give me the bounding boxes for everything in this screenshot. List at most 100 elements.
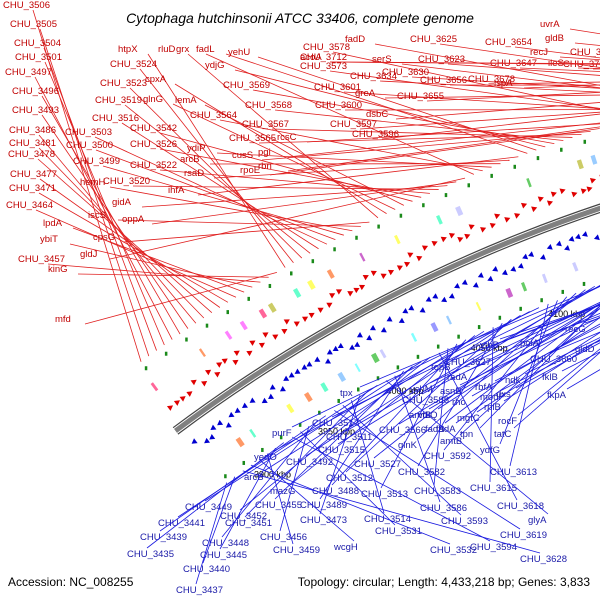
forward-gene-label: glnG	[143, 94, 163, 105]
forward-gene-label: CHU_3713	[570, 47, 600, 58]
forward-gene-arrow	[431, 240, 438, 247]
forward-leader-line	[447, 63, 600, 76]
reverse-leader-line	[499, 300, 558, 445]
reverse-gene-label: CHU_3451	[225, 518, 272, 529]
forward-gene-arrow	[380, 273, 387, 279]
reverse-leader-line	[202, 476, 236, 564]
forward-leader-line	[269, 128, 600, 176]
forward-leader-line	[395, 102, 600, 120]
forward-gene-arrow	[494, 213, 501, 220]
reverse-gene-arrow	[539, 254, 546, 260]
rna-marker	[536, 156, 540, 161]
reverse-leader-line	[499, 339, 600, 392]
reverse-gene-arrow	[332, 345, 339, 351]
rna-marker	[477, 325, 481, 330]
forward-gene-label: CHU_3524	[110, 59, 157, 70]
forward-gene-label: CHU_3496	[12, 86, 59, 97]
forward-gene-label: CHU_3565	[229, 133, 276, 144]
reverse-gene-arrow	[461, 279, 468, 285]
forward-leader-line	[497, 81, 600, 85]
cog-block	[337, 371, 347, 382]
forward-gene-label: CHU_3499	[73, 156, 120, 167]
reverse-gene-arrow	[386, 316, 393, 322]
forward-leader-line	[426, 91, 600, 102]
rna-marker	[457, 334, 460, 339]
reverse-gene-label: CHU_3512	[326, 473, 373, 484]
reverse-leader-line	[594, 340, 600, 344]
reverse-gene-label: rbfA	[475, 382, 493, 393]
reverse-leader-line	[273, 311, 530, 452]
reverse-gene-arrow	[581, 231, 588, 237]
reverse-gene-arrow	[191, 438, 198, 444]
rna-marker	[226, 310, 230, 315]
forward-leader-line	[141, 185, 448, 208]
forward-gene-label: greA	[355, 88, 376, 99]
forward-gene-arrow	[205, 369, 212, 376]
reverse-gene-arrow	[380, 327, 387, 333]
reverse-gene-arrow	[408, 304, 415, 311]
reverse-gene-arrow	[528, 251, 535, 257]
reverse-gene-arrow	[349, 344, 356, 350]
forward-gene-arrow	[232, 359, 239, 366]
forward-leader-line	[41, 95, 181, 335]
forward-gene-label: CHU_3519	[95, 95, 142, 106]
reverse-leader-line	[513, 351, 600, 429]
cog-block	[436, 214, 443, 225]
forward-gene-label: CHU_3569	[223, 80, 270, 91]
rna-marker	[498, 315, 502, 320]
forward-gene-arrow	[179, 396, 186, 402]
cog-block	[520, 281, 528, 292]
reverse-gene-label: fkpA	[547, 390, 567, 401]
rna-marker	[436, 344, 440, 349]
forward-gene-arrow	[293, 321, 300, 327]
forward-gene-label: CHU_3520	[103, 176, 150, 187]
accession-label: Accession: NC_008255	[8, 575, 134, 589]
map-title: Cytophaga hutchinsonii ATCC 33406, compl…	[126, 10, 474, 26]
forward-gene-label: ydjG	[205, 60, 225, 71]
forward-gene-arrow	[347, 291, 354, 297]
reverse-gene-arrow	[234, 407, 241, 413]
forward-gene-label: CHU_3457	[18, 254, 65, 265]
reverse-gene-arrow	[306, 361, 313, 367]
reverse-gene-label: CHU_3439	[140, 532, 187, 543]
forward-gene-label: cpsG	[93, 232, 115, 243]
reverse-gene-arrow	[301, 364, 308, 370]
forward-gene-arrow	[504, 217, 511, 223]
forward-leader-line	[121, 122, 319, 250]
forward-gene-label: CHU_3506	[3, 0, 50, 11]
cog-block	[249, 428, 257, 438]
forward-gene-arrow	[262, 332, 269, 338]
rna-marker	[185, 337, 188, 342]
reverse-gene-arrow	[432, 293, 439, 299]
rna-marker	[247, 296, 250, 301]
forward-gene-arrow	[233, 350, 240, 357]
forward-leader-line	[159, 132, 413, 202]
reverse-leader-line	[466, 312, 600, 372]
forward-gene-arrow	[353, 287, 360, 294]
forward-leader-line	[32, 9, 142, 362]
reverse-gene-arrow	[448, 293, 455, 299]
forward-gene-label: lpdA	[43, 218, 63, 229]
forward-leader-line	[39, 178, 221, 308]
forward-gene-arrow	[448, 233, 456, 239]
reverse-leader-line	[345, 284, 600, 432]
reverse-leader-line	[417, 322, 503, 467]
kbp-label: 3900 kbp	[254, 470, 291, 480]
forward-gene-arrow	[404, 261, 411, 268]
forward-gene-arrow	[281, 328, 288, 335]
reverse-gene-label: asnB	[440, 386, 462, 397]
reverse-leader-line	[421, 303, 600, 395]
forward-gene-label: CHU_3630	[382, 67, 429, 78]
reverse-gene-label: glnK	[398, 440, 418, 451]
forward-leader-line	[94, 136, 328, 245]
rna-marker	[298, 422, 302, 427]
reverse-leader-line	[479, 305, 600, 429]
reverse-gene-label: CHU_3440	[183, 564, 230, 575]
reverse-gene-label: CHU_3445	[200, 550, 247, 561]
forward-leader-line	[234, 69, 546, 148]
forward-leader-line	[43, 47, 157, 351]
forward-gene-label: gldB	[545, 33, 564, 44]
forward-leader-line	[35, 209, 237, 298]
cog-block	[370, 352, 380, 364]
forward-gene-arrow	[317, 307, 324, 313]
